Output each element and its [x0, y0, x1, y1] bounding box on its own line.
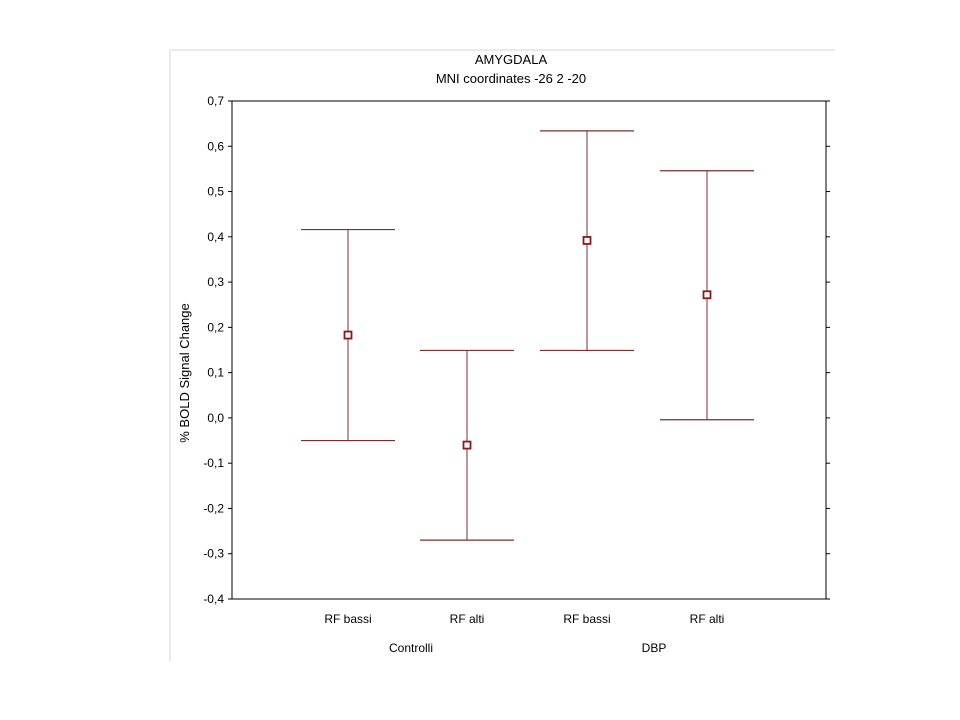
- y-tick-label: 0,3: [207, 275, 224, 289]
- y-tick-label: -0,4: [203, 592, 224, 606]
- y-tick-label: 0,4: [207, 230, 224, 244]
- x-tick-label: RF bassi: [324, 612, 371, 626]
- y-axis: 0,7 0,6 0,5 0,4 0,3 0,2 0,1 0,0 -0,1 -0,2 -0,3 -0,4: [203, 94, 830, 606]
- error-bars: [301, 130, 754, 541]
- y-tick-label: 0,1: [207, 366, 224, 380]
- y-tick-label: 0,0: [207, 411, 224, 425]
- y-tick-label: -0,1: [203, 456, 224, 470]
- x-axis: RF bassi RF alti RF bassi RF alti Controlli D…: [324, 612, 724, 655]
- chart-title: AMYGDALA: [475, 52, 548, 67]
- y-tick-label: -0,3: [203, 547, 224, 561]
- y-tick-label: 0,5: [207, 185, 224, 199]
- x-tick-label: RF alti: [690, 612, 725, 626]
- y-tick-label: 0,7: [207, 94, 224, 108]
- y-axis-label: % BOLD Signal Change: [177, 303, 192, 442]
- y-tick-label: -0,2: [203, 501, 224, 515]
- y-tick-label: 0,6: [207, 139, 224, 153]
- plot-frame: [231, 100, 827, 600]
- chart-subtitle: MNI coordinates -26 2 -20: [436, 71, 586, 86]
- mean-marker: [343, 330, 353, 340]
- group-label: DBP: [642, 641, 667, 655]
- x-tick-label: RF bassi: [563, 612, 610, 626]
- mean-marker: [462, 440, 472, 450]
- y-tick-label: 0,2: [207, 320, 224, 334]
- mean-marker: [582, 236, 592, 245]
- group-label: Controlli: [389, 641, 433, 655]
- x-tick-label: RF alti: [450, 612, 485, 626]
- mean-marker: [702, 290, 712, 300]
